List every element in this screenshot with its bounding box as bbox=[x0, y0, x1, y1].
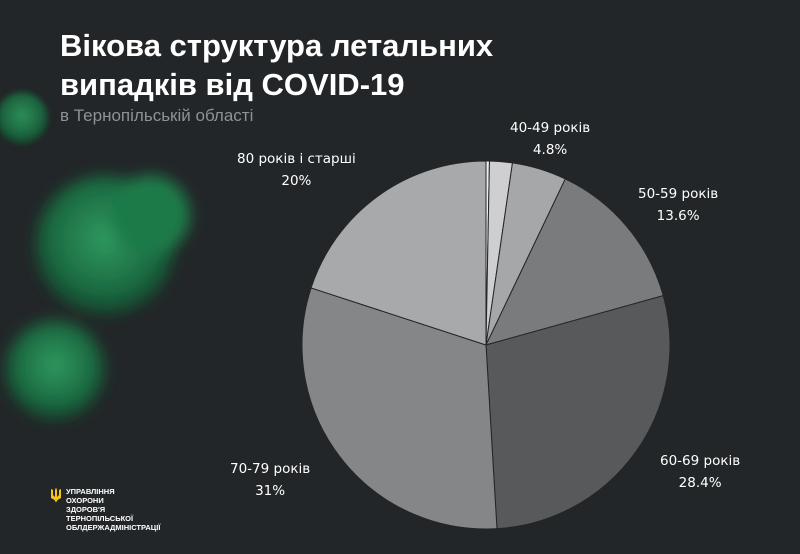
slice-value-label: 28.4% bbox=[678, 475, 722, 491]
slice-value-label: 4.8% bbox=[532, 142, 568, 158]
logo-text: УПРАВЛІННЯ ОХОРОНИ ЗДОРОВ'Я ТЕРНОПІЛЬСЬК… bbox=[66, 487, 161, 532]
pie-slice-6 bbox=[310, 160, 487, 346]
chart-title: Вікова структура летальних випадків від … bbox=[60, 28, 494, 102]
virus-illustration bbox=[0, 92, 190, 420]
pie-slice-3 bbox=[485, 178, 664, 346]
slice-label-60-69: 60-69 років 28.4% bbox=[660, 450, 740, 494]
slice-value-label: 20% bbox=[281, 173, 312, 189]
slice-label-40-49: 40-49 років 4.8% bbox=[510, 117, 590, 161]
slice-value-label: 13.6% bbox=[656, 208, 700, 224]
slice-value-label: 31% bbox=[255, 483, 286, 499]
slice-label-80-plus: 80 років і старші 20% bbox=[237, 148, 356, 192]
slice-category-label: 40-49 років bbox=[510, 120, 591, 136]
slice-category-label: 60-69 років bbox=[660, 453, 741, 469]
chart-subtitle: в Тернопільській області bbox=[60, 106, 254, 125]
ukraine-trident-icon bbox=[51, 487, 61, 503]
slice-category-label: 50-59 років bbox=[638, 186, 719, 202]
pie-slice-5 bbox=[301, 287, 498, 530]
slice-category-label: 70-79 років bbox=[230, 461, 311, 477]
slice-label-70-79: 70-79 років 31% bbox=[230, 458, 310, 502]
pie-slice-4 bbox=[485, 295, 671, 530]
slice-category-label: 80 років і старші bbox=[237, 151, 356, 167]
slice-label-50-59: 50-59 років 13.6% bbox=[638, 183, 718, 227]
